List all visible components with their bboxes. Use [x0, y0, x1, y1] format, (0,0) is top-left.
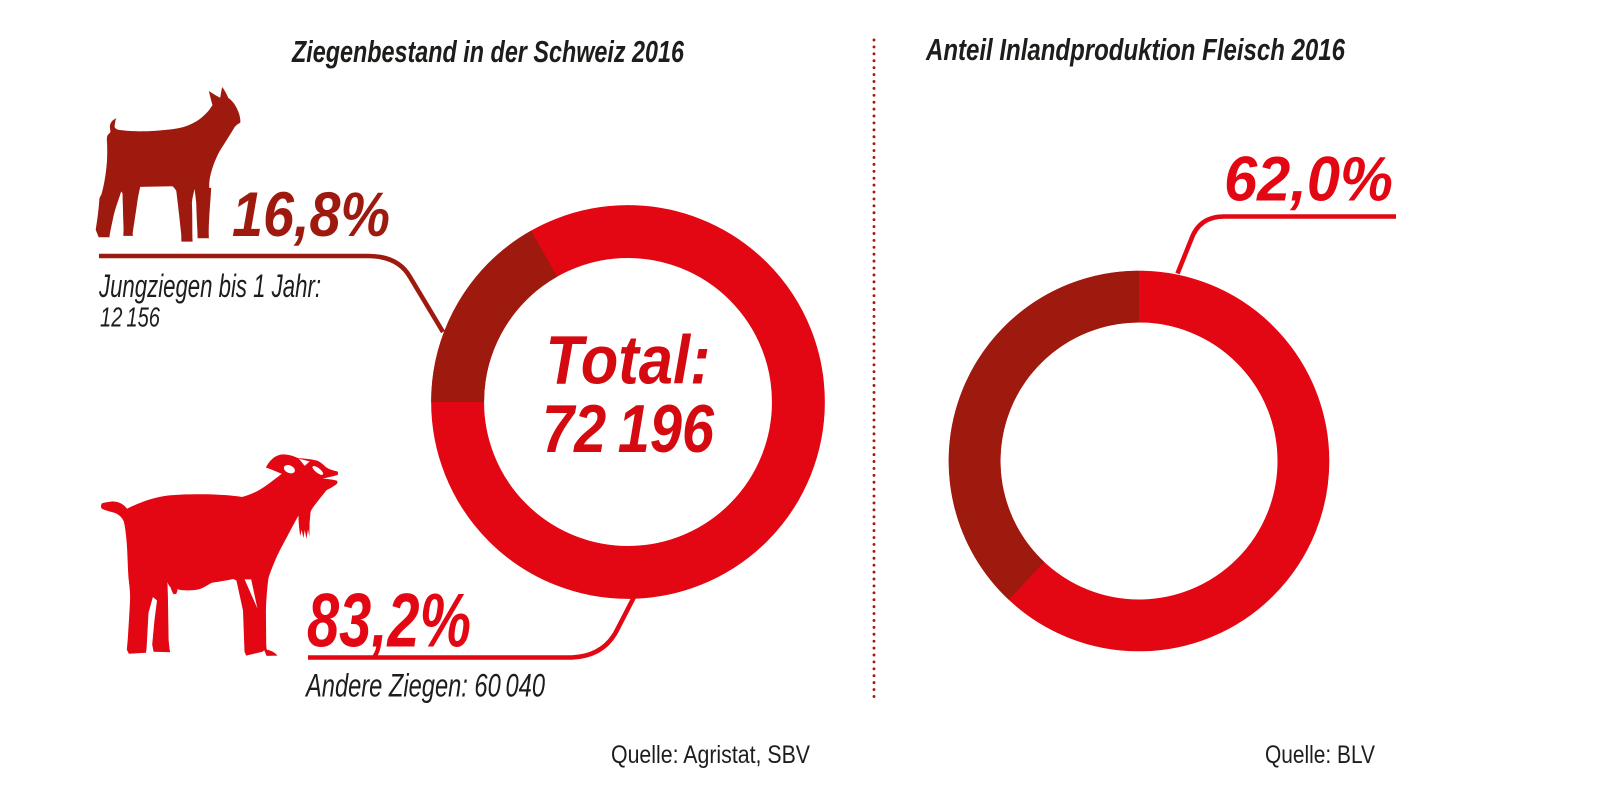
svg-text:72 196: 72 196 — [542, 391, 715, 467]
svg-text:12 156: 12 156 — [100, 302, 161, 333]
svg-text:Ziegenbestand in der Schweiz 2: Ziegenbestand in der Schweiz 2016 — [291, 35, 685, 69]
svg-text:62,0%: 62,0% — [1224, 145, 1393, 215]
svg-text:Jungziegen bis 1 Jahr:: Jungziegen bis 1 Jahr: — [98, 268, 321, 304]
svg-text:Quelle: BLV: Quelle: BLV — [1265, 741, 1375, 769]
svg-text:Anteil Inlandproduktion Fleisc: Anteil Inlandproduktion Fleisch 2016 — [925, 33, 1346, 67]
svg-text:Andere Ziegen: 60 040: Andere Ziegen: 60 040 — [305, 668, 546, 704]
svg-text:Total:: Total: — [546, 322, 711, 399]
svg-text:Quelle: Agristat, SBV: Quelle: Agristat, SBV — [611, 741, 810, 769]
svg-text:16,8%: 16,8% — [232, 180, 390, 250]
svg-text:83,2%: 83,2% — [307, 579, 471, 664]
